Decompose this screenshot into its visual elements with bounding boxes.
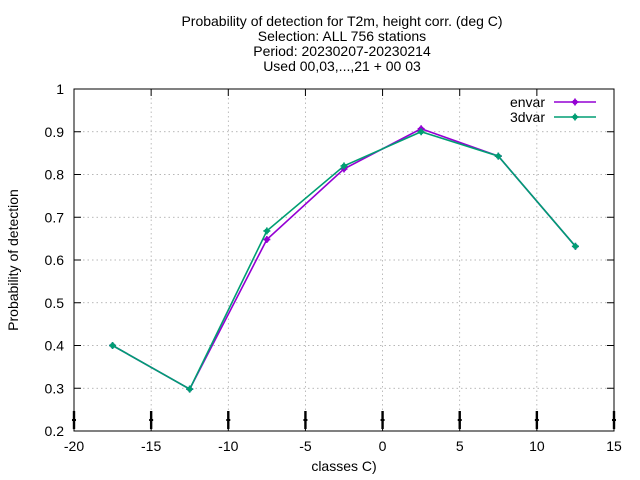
title-line: Probability of detection for T2m, height… [181,13,502,29]
x-tick-label: 5 [456,438,464,454]
title-line: Used 00,03,...,21 + 00 03 [263,58,421,74]
data-point-3dvar [417,128,425,136]
y-tick-label: 0.2 [45,423,65,439]
legend-label-3dvar: 3dvar [510,109,545,125]
data-point-3dvar [263,227,271,235]
x-tick-labels: -20 -15 -10 -5 0 5 10 15 [64,438,622,454]
x-tick-label: 15 [606,438,622,454]
marker-dot [418,129,424,135]
x-axis-label: classes C) [311,458,376,474]
y-tick-label: 0.4 [45,338,65,354]
grid [74,89,614,431]
x-tick-label: 0 [379,438,387,454]
y-axis-label: Probability of detection [5,189,21,331]
marker-dot [187,386,193,392]
x-tick-label: -10 [218,438,238,454]
title-line: Selection: ALL 756 stations [258,28,426,44]
title-line: Period: 20230207-20230214 [253,43,431,59]
marker-dot [109,342,116,349]
y-tick-label: 0.3 [45,380,65,396]
marker-dot [264,236,270,243]
data-point-3dvar [494,152,502,160]
marker-dot [572,243,579,249]
marker-dot [341,163,347,169]
y-tick-label: 0.5 [45,295,65,311]
x-tick-label: -5 [299,438,312,454]
marker-dot [495,153,501,159]
data-point-3dvar [571,242,579,250]
marker-dot [572,114,578,120]
data-point-3dvar [186,385,194,393]
marker-dot [572,99,578,105]
legend-marker-3dvar [571,113,579,121]
series [109,125,579,393]
y-tick-label: 1 [56,81,64,97]
data-point-3dvar [340,162,348,170]
legend-label-envar: envar [510,94,545,110]
data-point-3dvar [109,342,117,349]
bottom-axis-markers [72,411,616,429]
y-tick-labels: 0.2 0.3 0.4 0.5 0.6 0.7 0.8 0.9 1 [45,81,65,439]
legend-marker-envar [571,98,579,106]
x-tick-label: 10 [529,438,545,454]
data-point-envar [263,235,271,243]
chart-title: Probability of detection for T2m, height… [181,13,502,74]
y-tick-label: 0.7 [45,209,65,225]
x-tick-label: -15 [141,438,161,454]
y-tick-label: 0.9 [45,124,65,140]
marker-dot [264,228,270,234]
y-tick-label: 0.8 [45,167,65,183]
x-tick-label: -20 [64,438,84,454]
y-tick-label: 0.6 [45,252,65,268]
